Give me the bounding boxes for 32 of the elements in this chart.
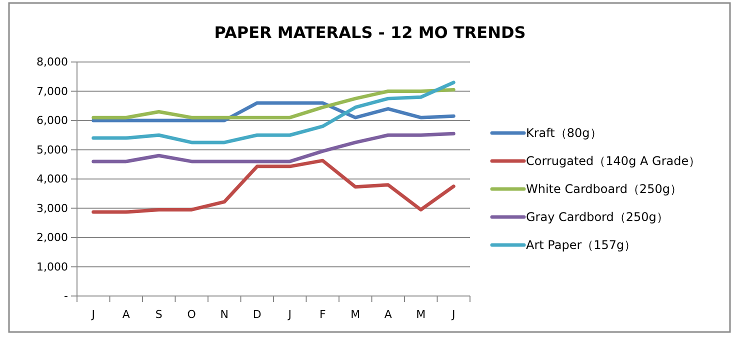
x-tick-label: M [416,308,426,321]
legend-label: White Cardboard（250g） [526,182,682,196]
legend-label: Gray Cardbord（250g） [526,210,668,224]
y-tick-label: 8,000 [36,56,68,69]
y-tick-label: 1,000 [36,260,68,274]
x-tick-label: N [220,308,228,321]
y-tick-label: 5,000 [36,143,68,156]
x-tick-label: J [287,308,292,321]
line-series [92,132,456,164]
legend-label: Corrugated（140g A Grade） [526,154,701,168]
line-series [92,158,456,214]
y-tick-label: 3,000 [36,202,68,215]
y-tick-label: 6,000 [36,114,68,128]
line-series [92,88,456,120]
x-tick-label: J [90,308,95,321]
line-series [92,101,456,122]
x-tick-label: S [155,308,162,321]
x-tick-label: F [319,308,326,321]
y-tick-label: 7,000 [36,84,68,98]
x-tick-label: O [187,308,196,321]
x-tick-label: A [122,308,130,321]
y-tick-label: 4,000 [36,172,68,186]
chart-title: PAPER MATERALS - 12 MO TRENDS [214,23,526,42]
x-tick-label: J [451,308,456,321]
legend-label: Art Paper（157g） [526,238,636,252]
y-tick-label: 2,000 [36,231,68,244]
line-series [92,80,456,144]
x-tick-label: M [350,308,360,321]
x-tick-label: D [252,308,262,321]
legend-label: Kraft（80g） [526,126,602,140]
y-tick-label: - [64,290,68,303]
x-tick-label: A [384,308,392,321]
